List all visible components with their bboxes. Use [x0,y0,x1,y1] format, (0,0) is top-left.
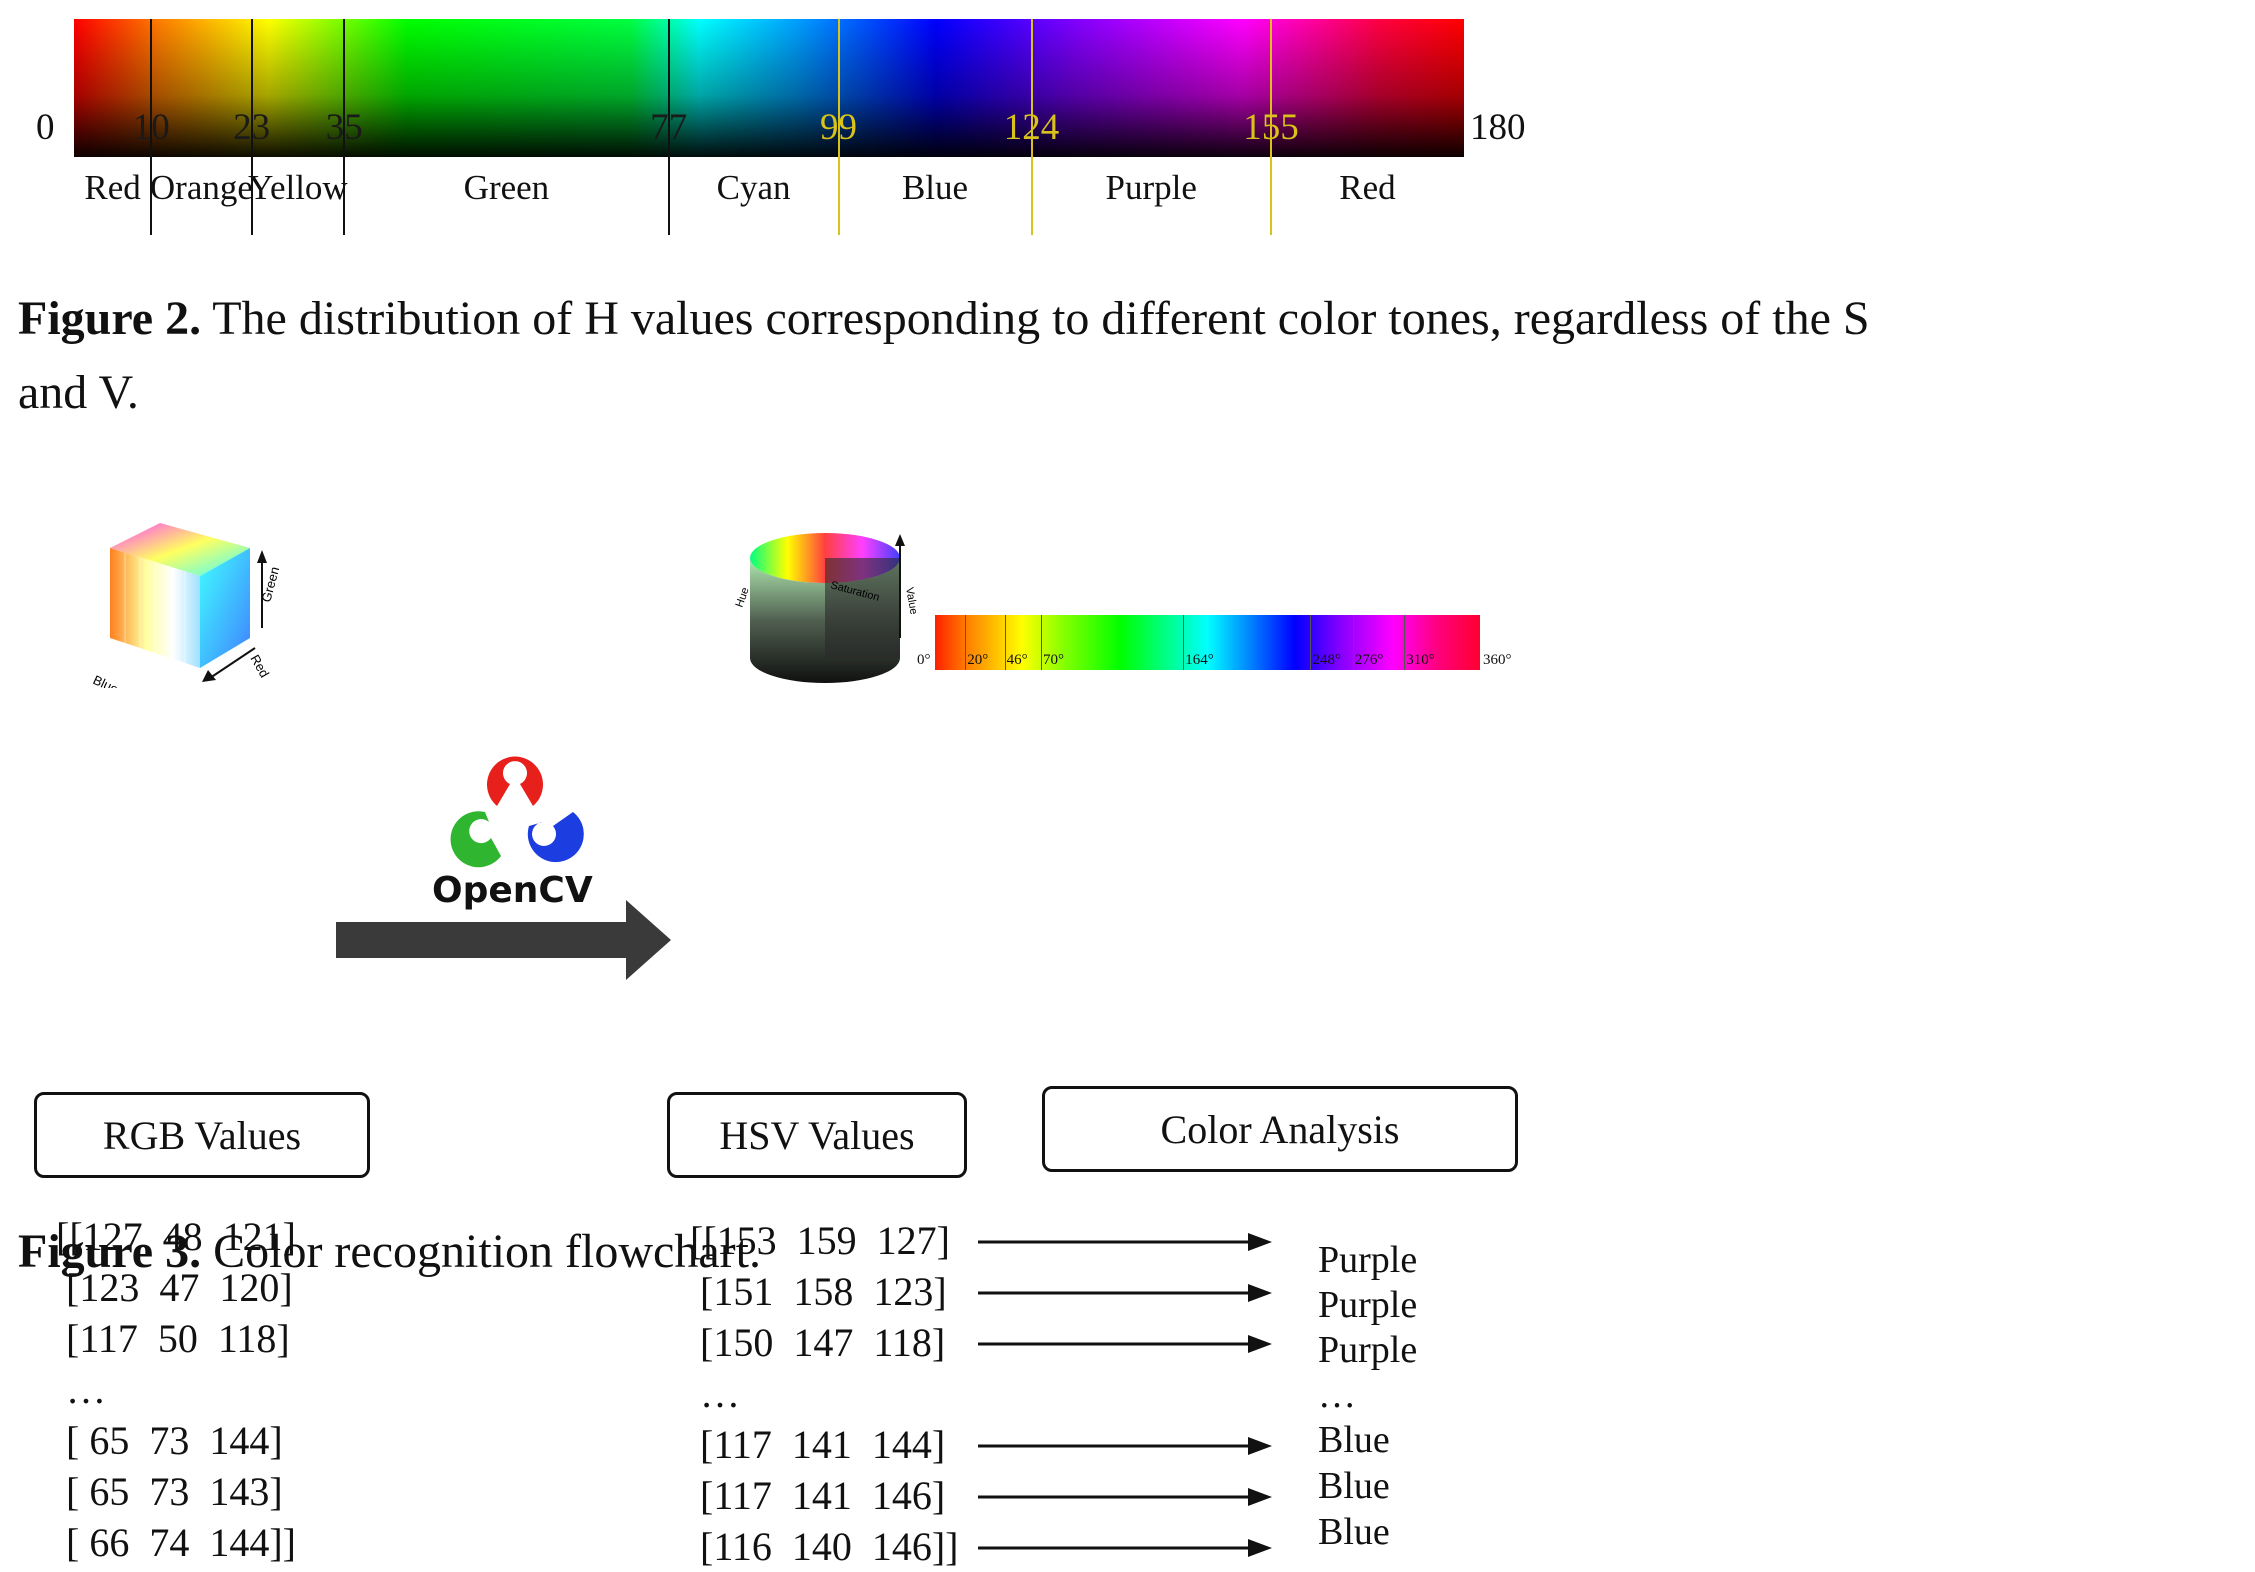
transform-arrow [336,900,671,980]
hue-degree-divider [1310,615,1312,670]
result-arrow [978,1437,1272,1455]
hsv-matrix-row: [117 141 146] [690,1473,946,1518]
hue-degree-label: 70° [1042,652,1064,668]
hue-divider-line [343,19,346,235]
opencv-label: OpenCV [432,870,593,911]
rgb-matrix-row: [ 65 73 144] [56,1418,283,1463]
figure-3-caption: Figure 3. Color recognition flowchart. [18,1215,761,1289]
figure-3-caption-label: Figure 3. [18,1225,202,1278]
hue-band-label: Yellow [248,168,348,207]
hue-divider-line [667,19,670,235]
axis-start-label: 0 [36,107,55,148]
hue-degree-label: 46° [1006,652,1028,668]
opencv-logo-icon [450,756,584,868]
color-result-label: Blue [1318,1419,1390,1461]
hsv-matrix-row: … [690,1371,740,1416]
hsv-values-box: HSV Values [667,1092,967,1178]
hue-degree-divider [1352,615,1354,670]
hue-band-label: Purple [1105,168,1197,207]
hue-degree-divider [1040,615,1042,670]
figure-2-caption: Figure 2. The distribution of H values c… [18,282,2238,430]
hue-divider-line [837,19,840,235]
hue-divider-line [1030,19,1033,235]
cyl-hue-label: Hue [734,586,752,609]
figure-3: Green Red Blue Saturation Value Hue Open… [0,500,2255,1569]
hsv-matrix-row: [116 140 146]] [690,1524,959,1569]
color-result-label: Purple [1318,1239,1418,1281]
result-arrow [978,1539,1272,1557]
hue-degree-label: 248° [1312,652,1341,668]
hue-degree-divider [1183,615,1185,670]
hsv-matrix-row: [[153 159 127] [690,1218,950,1263]
hue-divider-line [250,19,253,235]
rgb-values-box: RGB Values [34,1092,370,1178]
rgb-matrix-row: [ 66 74 144]] [56,1520,296,1565]
figure-2: 0 180 10 23 35 77 99 124 155 Red Orange Yellow Gr… [0,0,2255,420]
hue-tick-label: 77 [650,107,688,148]
rgb-matrix-row: [[127 48 121] [56,1214,296,1259]
hsv-cylinder-icon: Saturation Value Hue [734,533,920,683]
hue-degree-divider [1004,615,1006,670]
color-result-label: Blue [1318,1465,1390,1507]
hue-band-label: Green [463,168,550,207]
color-analysis-box: Color Analysis [1042,1086,1518,1172]
hue-band-label: Cyan [716,168,791,207]
hue-degree-label: 0° [917,652,931,668]
hue-divider-line [1269,19,1272,235]
figure-3-caption-text: Color recognition flowchart. [213,1225,761,1278]
hsv-matrix-row: [117 141 144] [690,1422,946,1467]
hue-band-label: Blue [901,168,969,207]
rgb-matrix-row: [ 65 73 143] [56,1469,283,1514]
hue-tick-label: 23 [233,107,271,148]
figure-2-caption-label: Figure 2. [18,292,202,345]
hue-degree-divider [1404,615,1406,670]
hue-degree-label: 310° [1406,652,1435,668]
hue-band-label: Red [84,168,141,207]
cube-red-label: Red [247,652,272,680]
axis-end-label: 180 [1470,107,1526,148]
result-arrow [978,1284,1272,1302]
result-arrow [978,1233,1272,1251]
rgb-cube-icon: Green Red Blue [91,523,282,688]
hue-band-label: Orange [149,168,253,207]
rgb-matrix-row: [117 50 118] [56,1316,290,1361]
hue-tick-label: 99 [820,107,857,148]
result-arrow [978,1335,1272,1353]
hue-degree-label: 276° [1354,652,1384,668]
hsv-matrix-row: [150 147 118] [690,1320,946,1365]
hue-degree-label: 360° [1483,652,1512,668]
color-result-label: Blue [1318,1511,1390,1553]
color-result-label: Purple [1318,1329,1418,1371]
result-arrow [978,1488,1272,1506]
hue-tick-label: 124 [1003,107,1060,148]
rgb-matrix-row: … [56,1367,106,1412]
hue-tick-label: 155 [1243,107,1299,148]
hue-band-label: Red [1339,168,1396,207]
hue-degree-label: 20° [967,652,989,668]
figure-2-caption-text-line2: and V. [18,366,139,419]
cube-blue-label: Blue [91,672,121,688]
hue-divider-line [150,19,153,235]
hue-degree-bar [935,615,1480,670]
hue-gradient-bar [74,19,1464,157]
hue-tick-label: 10 [132,107,170,148]
color-result-label: … [1318,1374,1356,1416]
hue-tick-label: 35 [325,107,363,148]
cyl-value-label: Value [903,586,920,615]
hue-degree-label: 164° [1185,652,1214,668]
figure-2-caption-text: The distribution of H values correspondi… [212,292,1870,345]
hue-degree-divider [965,615,967,670]
color-result-label: Purple [1318,1284,1418,1326]
